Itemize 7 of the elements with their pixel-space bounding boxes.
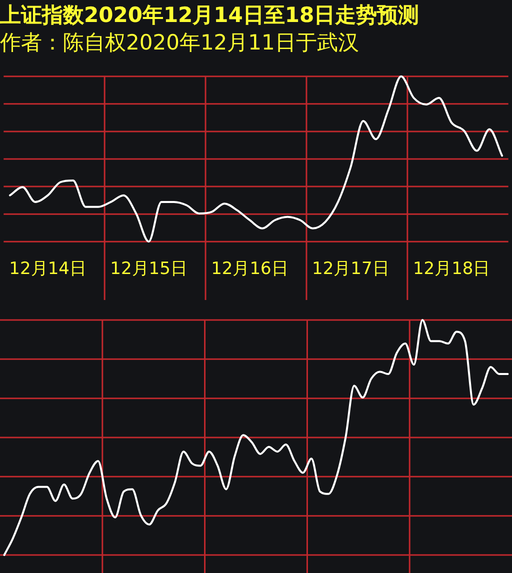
x-tick-label: 12月18日: [412, 259, 490, 280]
x-tick-label: 12月17日: [312, 259, 390, 280]
chart-subtitle: 作者：陈自权2020年12月11日于武汉: [0, 30, 359, 54]
x-tick-label: 12月14日: [9, 259, 86, 280]
chart-title: 上证指数2020年12月14日至18日走势预测: [0, 3, 420, 28]
x-tick-label: 12月15日: [110, 259, 188, 280]
x-tick-label: 12月16日: [211, 259, 288, 280]
